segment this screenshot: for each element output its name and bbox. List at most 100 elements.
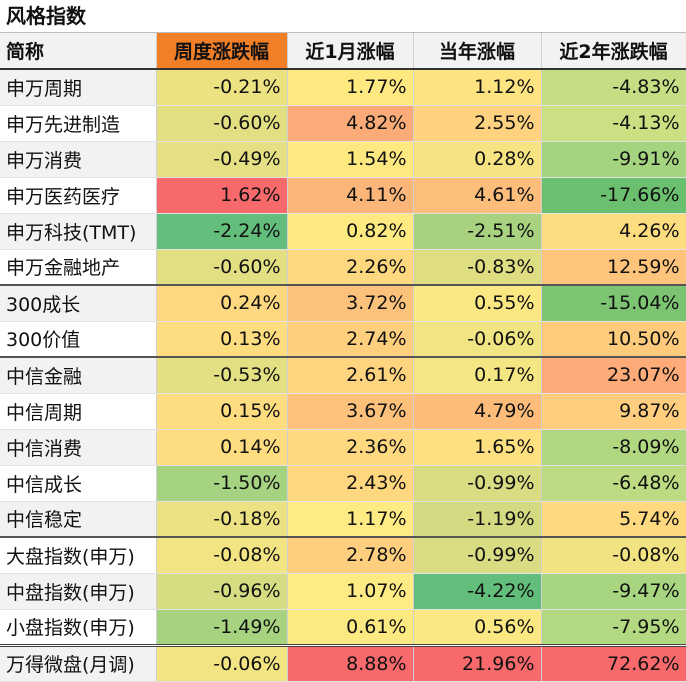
1m-change-cell[interactable]: 8.88% xyxy=(287,643,414,682)
2y-change-cell[interactable]: -9.91% xyxy=(541,141,686,178)
2y-change-cell[interactable]: -8.09% xyxy=(541,429,686,466)
row-name-cell[interactable]: 申万医药医疗 xyxy=(0,177,157,214)
table-row: 申万先进制造 -0.60% 4.82% 2.55% -4.13% xyxy=(0,105,686,142)
2y-change-cell[interactable]: -7.95% xyxy=(541,609,686,646)
1m-change-cell[interactable]: 0.82% xyxy=(287,213,414,250)
table-row: 中信成长 -1.50% 2.43% -0.99% -6.48% xyxy=(0,465,686,502)
row-name-cell[interactable]: 中信成长 xyxy=(0,465,157,502)
col-header-ytd-change[interactable]: 当年涨幅 xyxy=(413,33,542,70)
weekly-change-cell[interactable]: 0.14% xyxy=(156,429,288,466)
row-name-cell[interactable]: 300价值 xyxy=(0,321,157,358)
1m-change-cell[interactable]: 1.17% xyxy=(287,501,414,538)
1m-change-cell[interactable]: 1.77% xyxy=(287,69,414,106)
ytd-change-cell[interactable]: 21.96% xyxy=(413,643,542,682)
weekly-change-cell[interactable]: 0.13% xyxy=(156,321,288,358)
weekly-change-cell[interactable]: -0.06% xyxy=(156,643,288,682)
row-name-cell[interactable]: 申万金融地产 xyxy=(0,249,157,286)
1m-change-cell[interactable]: 2.43% xyxy=(287,465,414,502)
2y-change-cell[interactable]: 12.59% xyxy=(541,249,686,286)
sheet-title: 风格指数 xyxy=(0,0,686,33)
2y-change-cell[interactable]: -15.04% xyxy=(541,284,686,322)
ytd-change-cell[interactable]: 0.28% xyxy=(413,141,542,178)
2y-change-cell[interactable]: 4.26% xyxy=(541,213,686,250)
row-name-cell[interactable]: 中盘指数(申万) xyxy=(0,573,157,610)
weekly-change-cell[interactable]: -1.49% xyxy=(156,609,288,646)
2y-change-cell[interactable]: -0.08% xyxy=(541,536,686,574)
ytd-change-cell[interactable]: -0.99% xyxy=(413,465,542,502)
weekly-change-cell[interactable]: -0.96% xyxy=(156,573,288,610)
ytd-change-cell[interactable]: -1.19% xyxy=(413,501,542,538)
1m-change-cell[interactable]: 4.11% xyxy=(287,177,414,214)
row-name-cell[interactable]: 中信稳定 xyxy=(0,501,157,538)
row-name-cell[interactable]: 申万先进制造 xyxy=(0,105,157,142)
1m-change-cell[interactable]: 2.61% xyxy=(287,356,414,394)
2y-change-cell[interactable]: 5.74% xyxy=(541,501,686,538)
2y-change-cell[interactable]: -6.48% xyxy=(541,465,686,502)
weekly-change-cell[interactable]: 0.15% xyxy=(156,393,288,430)
2y-change-cell[interactable]: 23.07% xyxy=(541,356,686,394)
1m-change-cell[interactable]: 0.61% xyxy=(287,609,414,646)
2y-change-cell[interactable]: -4.83% xyxy=(541,69,686,106)
weekly-change-cell[interactable]: -0.60% xyxy=(156,249,288,286)
ytd-change-cell[interactable]: 0.17% xyxy=(413,356,542,394)
2y-change-cell[interactable]: 72.62% xyxy=(541,643,686,682)
2y-change-cell[interactable]: 9.87% xyxy=(541,393,686,430)
1m-change-cell[interactable]: 2.26% xyxy=(287,249,414,286)
ytd-change-cell[interactable]: -0.06% xyxy=(413,321,542,358)
2y-change-cell[interactable]: 10.50% xyxy=(541,321,686,358)
weekly-change-cell[interactable]: -0.60% xyxy=(156,105,288,142)
row-name-cell[interactable]: 万得微盘(月调) xyxy=(0,643,157,682)
ytd-change-cell[interactable]: -0.83% xyxy=(413,249,542,286)
ytd-change-cell[interactable]: 4.61% xyxy=(413,177,542,214)
1m-change-cell[interactable]: 3.67% xyxy=(287,393,414,430)
row-name-cell[interactable]: 小盘指数(申万) xyxy=(0,609,157,646)
weekly-change-cell[interactable]: -1.50% xyxy=(156,465,288,502)
2y-change-cell[interactable]: -9.47% xyxy=(541,573,686,610)
weekly-change-cell[interactable]: -0.21% xyxy=(156,69,288,106)
1m-change-cell[interactable]: 4.82% xyxy=(287,105,414,142)
weekly-change-cell[interactable]: -0.18% xyxy=(156,501,288,538)
weekly-change-cell[interactable]: 1.62% xyxy=(156,177,288,214)
table-row: 300成长 0.24% 3.72% 0.55% -15.04% xyxy=(0,284,686,322)
ytd-change-cell[interactable]: -2.51% xyxy=(413,213,542,250)
2y-change-cell[interactable]: -4.13% xyxy=(541,105,686,142)
ytd-change-cell[interactable]: 2.55% xyxy=(413,105,542,142)
weekly-change-cell[interactable]: 0.24% xyxy=(156,284,288,322)
row-name-cell[interactable]: 中信金融 xyxy=(0,356,157,394)
ytd-change-cell[interactable]: -4.22% xyxy=(413,573,542,610)
col-header-2y-change[interactable]: 近2年涨跌幅 xyxy=(541,33,686,70)
1m-change-cell[interactable]: 1.07% xyxy=(287,573,414,610)
col-header-1m-change[interactable]: 近1月涨幅 xyxy=(287,33,414,70)
ytd-change-cell[interactable]: 0.56% xyxy=(413,609,542,646)
row-name-cell[interactable]: 中信消费 xyxy=(0,429,157,466)
ytd-change-cell[interactable]: 4.79% xyxy=(413,393,542,430)
row-name-cell[interactable]: 申万科技(TMT) xyxy=(0,213,157,250)
table-row: 万得微盘(月调) -0.06% 8.88% 21.96% 72.62% xyxy=(0,643,686,682)
1m-change-cell[interactable]: 2.36% xyxy=(287,429,414,466)
row-name-cell[interactable]: 大盘指数(申万) xyxy=(0,536,157,574)
1m-change-cell[interactable]: 2.74% xyxy=(287,321,414,358)
weekly-change-cell[interactable]: -0.08% xyxy=(156,536,288,574)
weekly-change-cell[interactable]: -2.24% xyxy=(156,213,288,250)
ytd-change-cell[interactable]: -0.99% xyxy=(413,536,542,574)
row-name-cell[interactable]: 申万周期 xyxy=(0,69,157,106)
ytd-change-cell[interactable]: 1.65% xyxy=(413,429,542,466)
row-name-cell[interactable]: 中信周期 xyxy=(0,393,157,430)
2y-change-cell[interactable]: -17.66% xyxy=(541,177,686,214)
1m-change-cell[interactable]: 2.78% xyxy=(287,536,414,574)
col-header-name[interactable]: 简称 xyxy=(0,33,157,70)
1m-change-cell[interactable]: 3.72% xyxy=(287,284,414,322)
weekly-change-cell[interactable]: -0.49% xyxy=(156,141,288,178)
1m-change-cell[interactable]: 1.54% xyxy=(287,141,414,178)
table-row: 中盘指数(申万) -0.96% 1.07% -4.22% -9.47% xyxy=(0,573,686,610)
weekly-change-cell[interactable]: -0.53% xyxy=(156,356,288,394)
table-row: 申万消费 -0.49% 1.54% 0.28% -9.91% xyxy=(0,141,686,178)
table-row: 申万医药医疗 1.62% 4.11% 4.61% -17.66% xyxy=(0,177,686,214)
ytd-change-cell[interactable]: 0.55% xyxy=(413,284,542,322)
table-row: 中信周期 0.15% 3.67% 4.79% 9.87% xyxy=(0,393,686,430)
row-name-cell[interactable]: 300成长 xyxy=(0,284,157,322)
col-header-weekly-change[interactable]: 周度涨跌幅 xyxy=(156,33,288,70)
row-name-cell[interactable]: 申万消费 xyxy=(0,141,157,178)
ytd-change-cell[interactable]: 1.12% xyxy=(413,69,542,106)
